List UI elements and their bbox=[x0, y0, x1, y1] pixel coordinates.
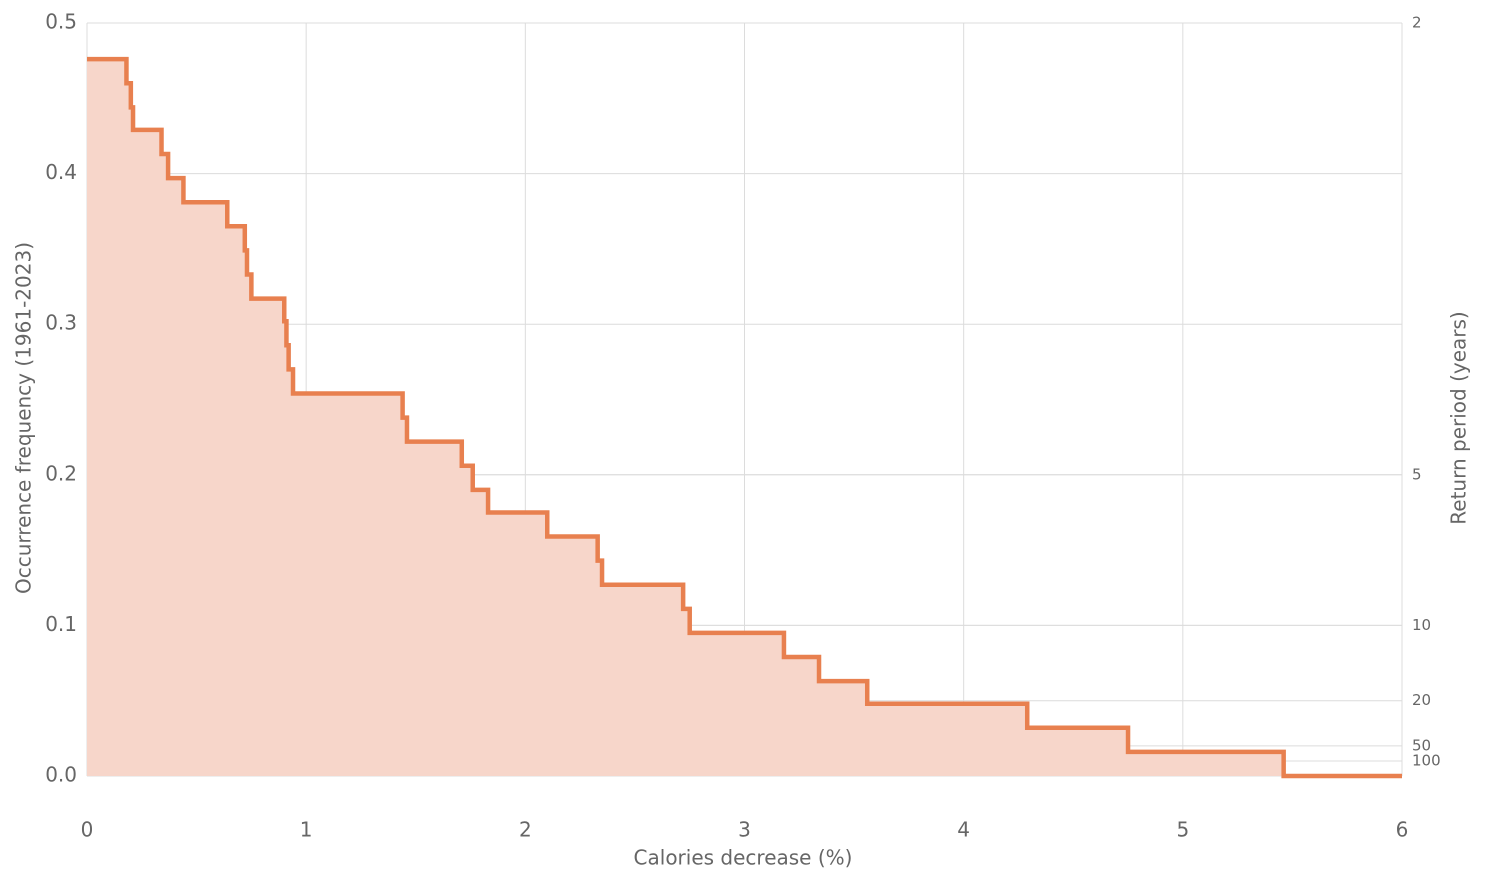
y2-tick-label: 50 bbox=[1412, 736, 1431, 754]
y-tick-label: 0.3 bbox=[45, 311, 77, 335]
x-tick-label: 0 bbox=[81, 818, 94, 842]
x-tick-label: 4 bbox=[957, 818, 970, 842]
step-line bbox=[87, 56, 1402, 779]
y2-tick-label: 10 bbox=[1412, 616, 1431, 634]
y-tick-label: 0.0 bbox=[45, 763, 77, 787]
y-tick-label: 0.1 bbox=[45, 612, 77, 636]
y2-tick-label: 5 bbox=[1412, 465, 1422, 483]
y-tick-label: 0.2 bbox=[45, 461, 77, 485]
y2-tick-label: 100 bbox=[1412, 751, 1441, 769]
x-tick-label: 6 bbox=[1396, 818, 1409, 842]
area bbox=[87, 59, 1402, 777]
x-tick-label: 5 bbox=[1176, 818, 1189, 842]
y-tick-label: 0.5 bbox=[45, 10, 77, 34]
x-tick-label: 2 bbox=[519, 818, 532, 842]
y-axis-title: Occurrence frequency (1961-2023) bbox=[12, 242, 36, 594]
y2-tick-label: 2 bbox=[1412, 14, 1422, 32]
x-axis-title: Calories decrease (%) bbox=[634, 846, 853, 870]
x-tick-label: 1 bbox=[300, 818, 313, 842]
x-tick-label: 3 bbox=[738, 818, 751, 842]
y2-tick-label: 20 bbox=[1412, 691, 1431, 709]
y2-axis-title: Return period (years) bbox=[1447, 311, 1471, 524]
y-tick-label: 0.4 bbox=[45, 160, 77, 184]
